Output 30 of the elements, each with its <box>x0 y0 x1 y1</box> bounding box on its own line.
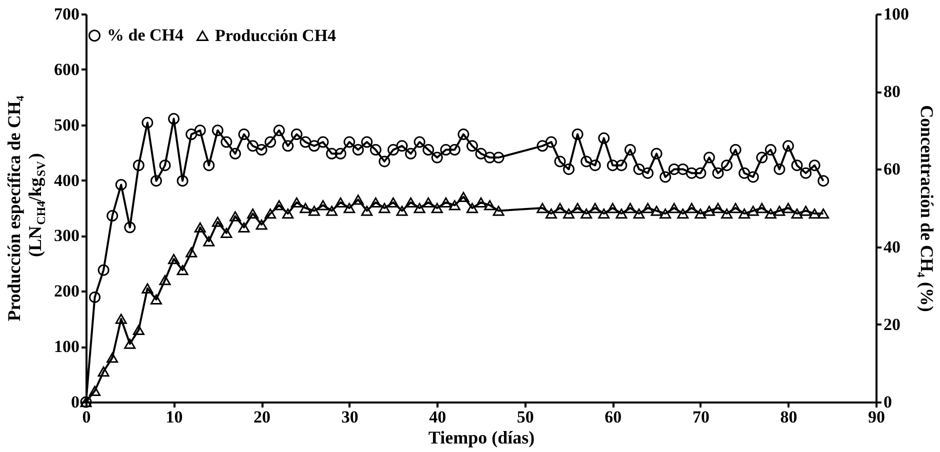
y2-tick-label: 60 <box>884 160 900 179</box>
x-tick-label: 90 <box>868 408 885 426</box>
y-tick-label: 400 <box>54 170 80 190</box>
y-tick-label: 0 <box>71 392 80 412</box>
text: Producción específica de CH₄ <box>4 96 24 322</box>
x-tick-label: 0 <box>82 408 91 426</box>
x-tick-label: 50 <box>516 408 534 426</box>
y-tick-label: 500 <box>54 115 80 134</box>
y-tick-label: 700 <box>54 4 80 24</box>
x-tick-label: 60 <box>604 408 622 426</box>
y2-tick-label: 20 <box>884 314 900 334</box>
x-axis-title: Tiempo (días) <box>428 428 535 448</box>
legend-label: Producción CH4 <box>215 26 337 45</box>
y2-tick-label: 100 <box>884 4 909 24</box>
text: (LNCH4/kgSV) <box>25 153 48 257</box>
y2-tick-label: 0 <box>884 392 892 412</box>
y-tick-label: 100 <box>54 337 80 356</box>
x-tick-label: 10 <box>166 408 183 426</box>
y-tick-label: 200 <box>54 282 80 301</box>
y2-tick-label: 80 <box>884 82 900 102</box>
x-tick-label: 70 <box>692 408 710 426</box>
x-tick-label: 80 <box>780 408 798 426</box>
y2-tick-label: 40 <box>884 237 900 256</box>
y-tick-label: 600 <box>54 60 80 79</box>
legend-label: % de CH4 <box>107 26 184 45</box>
x-tick-label: 30 <box>341 408 358 426</box>
x-tick-label: 20 <box>254 408 271 426</box>
y-tick-label: 300 <box>54 226 80 246</box>
y2-axis-title: Concentración de CH₄ (%) <box>917 105 937 312</box>
x-tick-label: 40 <box>429 408 446 426</box>
